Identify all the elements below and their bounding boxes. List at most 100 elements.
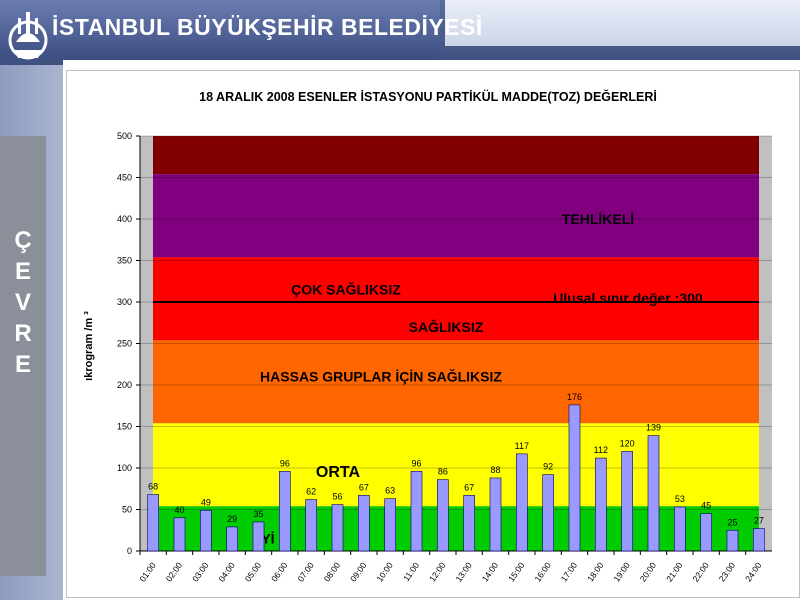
- data-label: 88: [490, 465, 500, 475]
- band-label: ORTA: [316, 464, 361, 481]
- sidebar-letter: R: [14, 320, 32, 347]
- x-tick-label: 24:00: [743, 560, 764, 583]
- band-label: SAĞLIKSIZ: [409, 318, 484, 335]
- data-label: 67: [464, 482, 474, 492]
- chart-title: 18 ARALIK 2008 ESENLER İSTASYONU PARTİKÜ…: [199, 89, 657, 104]
- top-bar-highlight: [445, 0, 800, 46]
- y-tick-label: 50: [122, 505, 132, 515]
- x-tick-label: 22:00: [690, 560, 711, 583]
- x-tick-label: 08:00: [322, 560, 343, 583]
- y-tick-label: 150: [117, 422, 132, 432]
- bar: [674, 506, 686, 552]
- x-tick-label: 14:00: [480, 560, 501, 583]
- data-label: 92: [543, 462, 553, 472]
- data-label: 29: [227, 514, 237, 524]
- x-tick-label: 03:00: [190, 560, 211, 583]
- x-tick-label: 09:00: [348, 560, 369, 583]
- band-label: HASSAS GRUPLAR İÇİN SAĞLIKSIZ: [260, 368, 502, 385]
- band-label: TEHLİKELİ: [562, 211, 634, 227]
- bar: [753, 528, 765, 552]
- x-tick-label: 20:00: [638, 560, 659, 583]
- municipality-logo-icon: [8, 12, 48, 60]
- y-tick-label: 100: [117, 463, 132, 473]
- bar: [200, 510, 212, 552]
- aqi-band: [153, 340, 759, 424]
- x-tick-label: 13:00: [453, 560, 474, 583]
- y-tick-label: 450: [117, 173, 132, 183]
- x-tick-label: 21:00: [664, 560, 685, 583]
- bar: [595, 457, 607, 552]
- y-tick-label: 500: [117, 131, 132, 141]
- data-label: 53: [675, 494, 685, 504]
- data-label: 120: [620, 438, 635, 448]
- header-banner: İSTANBUL BÜYÜKŞEHİR BELEDİYESİ: [0, 0, 482, 60]
- data-label: 112: [594, 445, 608, 455]
- y-axis-label: ıkrogram /m ³: [83, 311, 95, 381]
- x-tick-label: 15:00: [506, 560, 527, 583]
- data-label: 63: [385, 486, 395, 496]
- data-label: 25: [727, 517, 737, 527]
- aqi-band: [153, 136, 759, 175]
- bar: [331, 504, 344, 552]
- bar: [700, 513, 712, 552]
- x-tick-label: 04:00: [216, 560, 237, 583]
- bar: [305, 499, 317, 552]
- x-tick-label: 02:00: [164, 560, 185, 583]
- y-tick-label: 350: [117, 256, 132, 266]
- sidebar-letter: V: [14, 289, 31, 316]
- bar: [568, 404, 581, 552]
- y-tick-label: 400: [117, 214, 132, 224]
- x-tick-label: 19:00: [611, 560, 632, 583]
- x-tick-label: 18:00: [585, 560, 606, 583]
- bar: [410, 471, 423, 552]
- sidebar-letter: Ç: [14, 227, 32, 254]
- bar: [279, 471, 291, 552]
- data-label: 117: [515, 441, 529, 451]
- bar: [147, 494, 159, 552]
- bar: [726, 529, 739, 552]
- data-label: 67: [359, 482, 369, 492]
- data-label: 176: [567, 392, 582, 402]
- x-tick-label: 11:00: [401, 560, 421, 583]
- data-label: 68: [148, 482, 158, 492]
- threshold-label: Ulusal sınır değer :300: [553, 290, 703, 306]
- data-label: 27: [754, 516, 764, 526]
- bar: [384, 498, 396, 552]
- data-label: 96: [280, 458, 290, 468]
- sidebar-section-title: Ç E V R E: [0, 225, 46, 380]
- data-label: 139: [646, 423, 661, 433]
- data-label: 56: [332, 492, 342, 502]
- sidebar-letter: E: [14, 351, 31, 378]
- x-tick-label: 06:00: [269, 560, 290, 583]
- bar: [647, 435, 660, 552]
- page-title: İSTANBUL BÜYÜKŞEHİR BELEDİYESİ: [52, 14, 483, 40]
- x-tick-label: 01:00: [137, 560, 158, 583]
- bar: [542, 474, 554, 552]
- x-tick-label: 05:00: [243, 560, 264, 583]
- aqi-band: [153, 257, 759, 341]
- data-label: 86: [438, 467, 448, 477]
- data-label: 62: [306, 487, 316, 497]
- data-label: 49: [201, 497, 211, 507]
- bar: [621, 451, 633, 552]
- y-tick-label: 0: [127, 546, 132, 556]
- bar: [226, 526, 238, 552]
- aqi-band: [153, 423, 759, 507]
- bar: [173, 517, 186, 552]
- data-label: 35: [253, 509, 263, 519]
- y-tick-label: 250: [117, 339, 132, 349]
- x-tick-label: 10:00: [374, 560, 395, 583]
- x-tick-label: 17:00: [559, 560, 580, 583]
- aqi-band: [153, 506, 759, 551]
- y-tick-label: 300: [117, 297, 132, 307]
- sidebar-section: [0, 136, 46, 576]
- bar: [489, 477, 502, 552]
- band-label: ÇOK SAĞLIKSIZ: [291, 281, 401, 298]
- x-tick-label: 23:00: [717, 560, 738, 583]
- bar: [358, 495, 370, 552]
- bar: [252, 521, 265, 552]
- sidebar-letter: E: [14, 258, 31, 285]
- bar: [516, 453, 528, 552]
- data-label: 96: [411, 458, 421, 468]
